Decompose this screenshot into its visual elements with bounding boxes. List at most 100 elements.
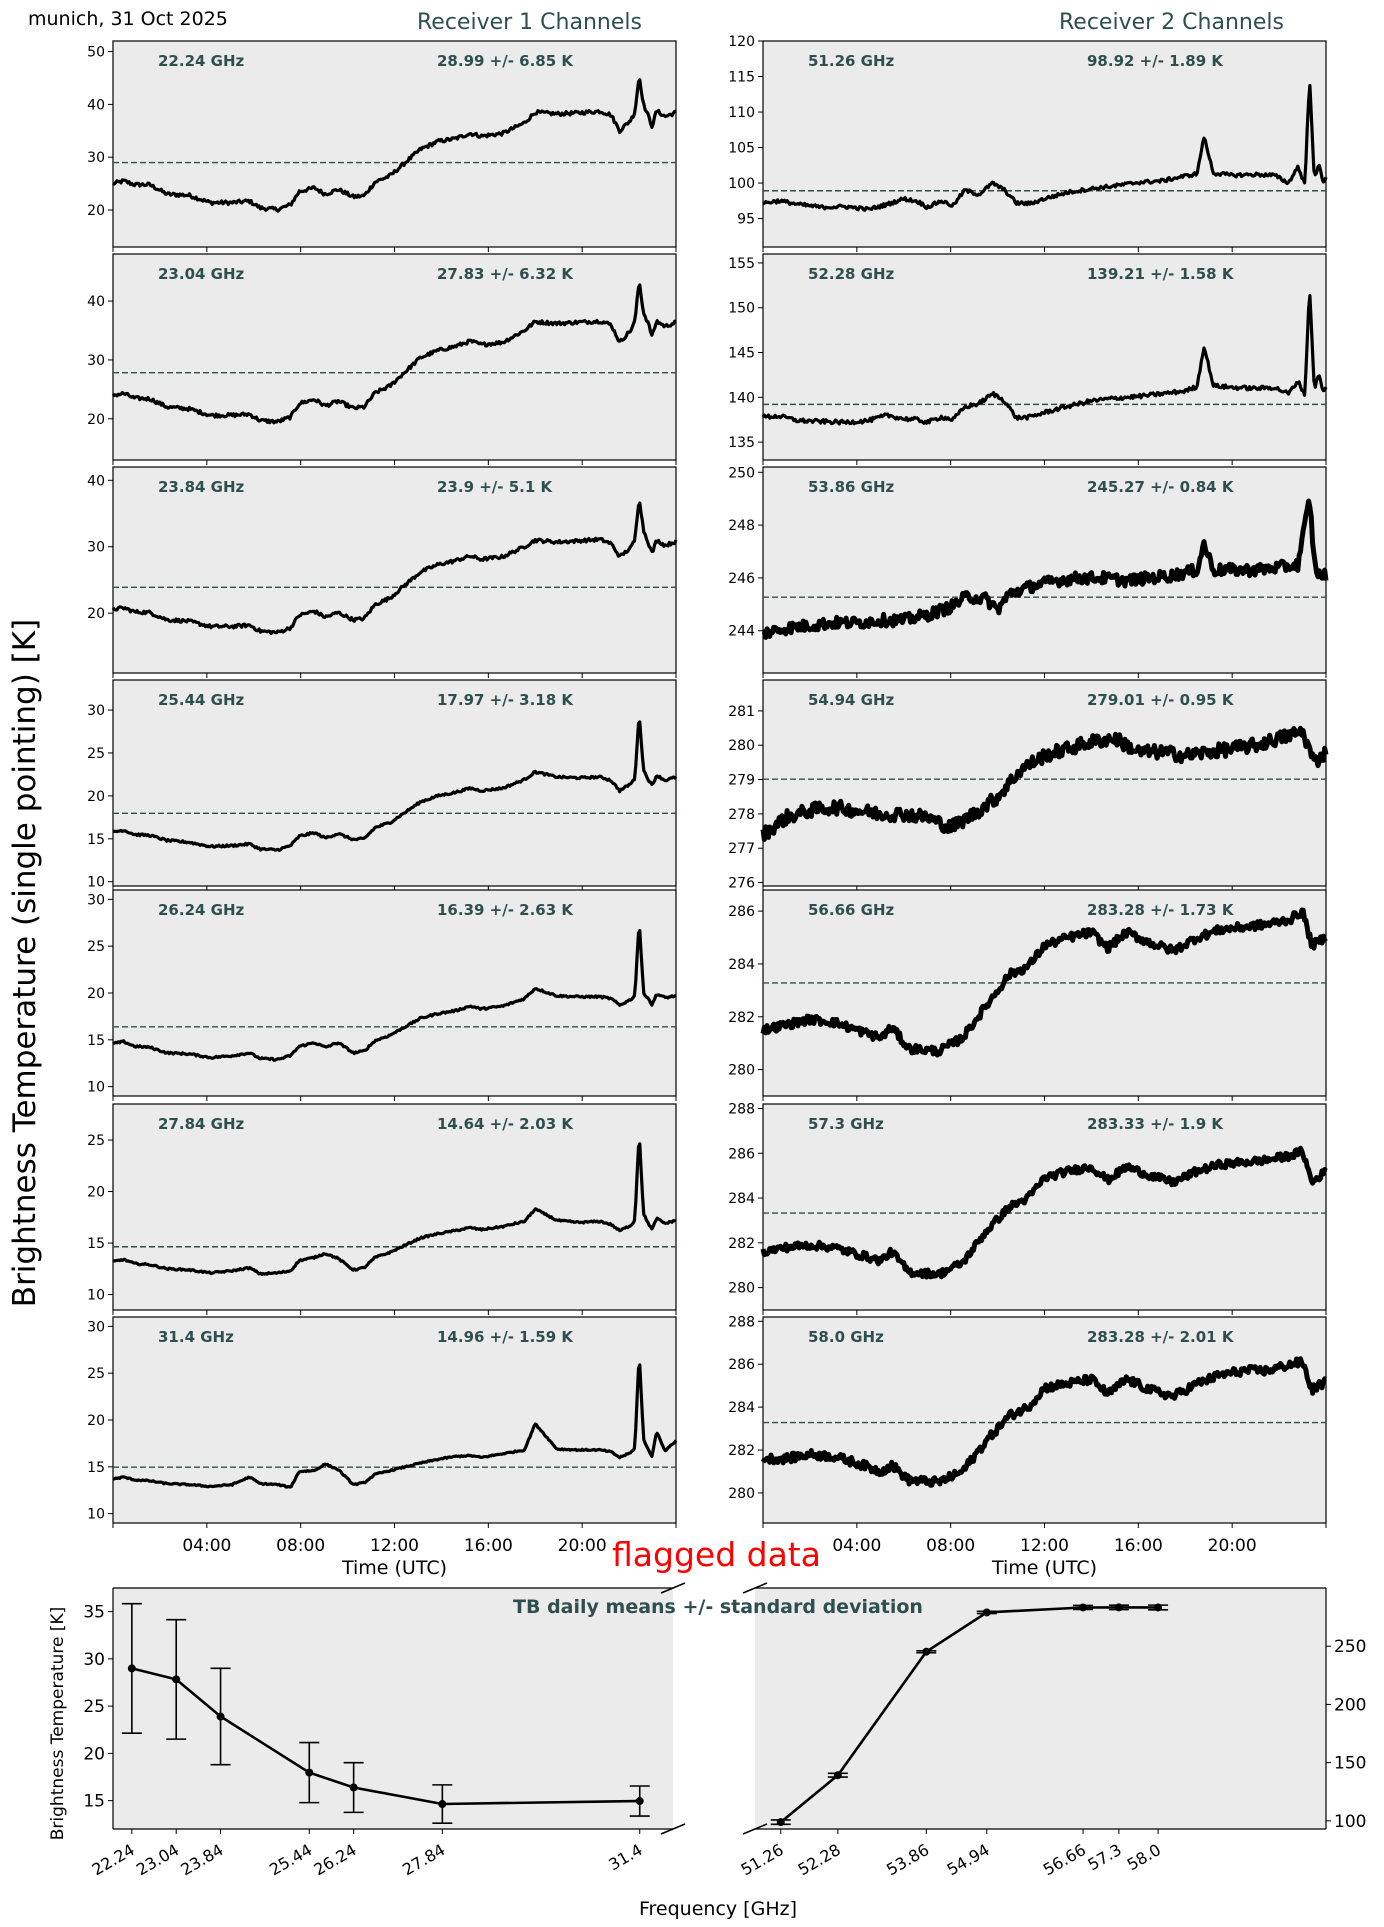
panel-r2-2: 244 246 248 250 53.86 GHz 245.27 +/- 0.84 K <box>728 465 1329 678</box>
y-tick-label: 25 <box>87 746 105 762</box>
receiver1-title: Receiver 1 Channels <box>417 10 642 35</box>
brightness-trace <box>760 907 1328 1058</box>
axis-break-mark <box>660 1582 686 1594</box>
brightness-trace <box>112 78 677 213</box>
y-tick-label: 150 <box>1334 1754 1366 1774</box>
y-tick-label: 95 <box>737 212 755 228</box>
panel-background <box>762 679 1327 887</box>
panel-background <box>112 253 677 461</box>
y-tick-label: 50 <box>87 45 105 61</box>
brightness-trace <box>112 1142 677 1276</box>
y-tick-label: 244 <box>728 624 755 640</box>
panel-background <box>112 679 677 887</box>
y-tick-label: 155 <box>728 256 755 272</box>
y-tick-label: 110 <box>728 105 755 121</box>
y-tick-label: 248 <box>728 518 755 534</box>
frequency-tick-label: 27.84 <box>399 1840 448 1879</box>
channel-stats-label: 17.97 +/- 3.18 K <box>437 691 574 709</box>
y-tick-label: 20 <box>87 789 105 805</box>
y-tick-label: 100 <box>728 176 755 192</box>
time-tick-label: 08:00 <box>926 1536 975 1556</box>
channel-stats-label: 139.21 +/- 1.58 K <box>1087 265 1235 283</box>
y-tick-label: 246 <box>728 571 755 587</box>
frequency-tick-label: 31.4 <box>605 1840 645 1874</box>
y-tick-label: 10 <box>87 1080 105 1096</box>
channel-stats-label: 279.01 +/- 0.95 K <box>1087 691 1235 709</box>
y-tick-label: 280 <box>728 1486 755 1502</box>
channel-frequency-label: 26.24 GHz <box>158 901 245 919</box>
axis-break-mark <box>660 1823 686 1835</box>
mean-marker <box>982 1608 991 1617</box>
y-tick-label: 250 <box>728 465 755 481</box>
time-tick-label: 12:00 <box>370 1536 419 1556</box>
y-tick-label: 282 <box>728 1010 755 1026</box>
frequency-tick-label: 23.84 <box>177 1840 226 1879</box>
axis-break-mark <box>742 1823 768 1835</box>
time-tick-label: 04:00 <box>832 1536 881 1556</box>
mean-marker <box>216 1712 225 1721</box>
channel-frequency-label: 22.24 GHz <box>158 52 245 70</box>
y-tick-label: 15 <box>87 1236 105 1252</box>
mean-marker <box>438 1800 447 1809</box>
y-tick-label: 25 <box>87 939 105 955</box>
panel-r2-3: 276 277 278 279 280 281 54.94 GHz 279.01 +/- 0.… <box>728 679 1329 892</box>
panel-r2-4: 280 282 284 286 56.66 GHz 283.28 +/- 1.73 K <box>728 889 1328 1101</box>
brightness-trace <box>761 498 1329 640</box>
time-tick-label: 20:00 <box>1208 1536 1257 1556</box>
frequency-tick-label: 58.0 <box>1124 1840 1164 1874</box>
brightness-trace <box>761 294 1328 426</box>
frequency-tick-label: 26.24 <box>310 1840 359 1879</box>
panel-r1-0: 20 30 40 50 22.24 GHz 28.99 +/- 6.85 K <box>87 40 677 252</box>
y-tick-label: 284 <box>728 1191 755 1207</box>
location-date-title: munich, 31 Oct 2025 <box>28 8 228 30</box>
time-tick-label: 16:00 <box>464 1536 513 1556</box>
channel-frequency-label: 58.0 GHz <box>808 1328 884 1346</box>
mean-marker <box>635 1797 644 1806</box>
y-tick-label: 286 <box>728 1146 755 1162</box>
y-tick-label: 288 <box>728 1101 755 1117</box>
y-tick-label: 30 <box>87 150 105 166</box>
panel-background <box>762 40 1327 248</box>
y-tick-label: 105 <box>728 141 755 157</box>
channel-stats-label: 28.99 +/- 6.85 K <box>437 52 574 70</box>
channel-stats-label: 283.28 +/- 2.01 K <box>1087 1328 1235 1346</box>
channel-frequency-label: 54.94 GHz <box>808 691 895 709</box>
panel-background <box>112 889 677 1097</box>
y-tick-label: 35 <box>83 1603 105 1623</box>
channel-stats-label: 23.9 +/- 5.1 K <box>437 478 554 496</box>
mean-marker <box>172 1675 181 1684</box>
time-tick-label: 08:00 <box>276 1536 325 1556</box>
y-tick-label: 40 <box>87 294 105 310</box>
y-tick-label: 30 <box>87 540 105 556</box>
flagged-data-label: flagged data <box>612 1535 821 1574</box>
y-tick-label: 150 <box>728 301 755 317</box>
y-tick-label: 281 <box>728 704 755 720</box>
y-tick-label: 120 <box>728 34 755 50</box>
y-tick-label: 20 <box>87 203 105 219</box>
y-tick-label: 15 <box>87 832 105 848</box>
channel-frequency-label: 57.3 GHz <box>808 1115 884 1133</box>
mean-marker <box>922 1647 931 1656</box>
y-tick-label: 25 <box>87 1133 105 1149</box>
panel-r1-2: 20 30 40 23.84 GHz 23.9 +/- 5.1 K <box>87 466 678 678</box>
panel-background <box>762 1103 1327 1311</box>
y-tick-label: 284 <box>728 957 755 973</box>
channel-frequency-label: 52.28 GHz <box>808 265 895 283</box>
y-tick-label: 280 <box>728 738 755 754</box>
mean-marker <box>349 1783 358 1792</box>
panel-r1-3: 10 15 20 25 30 25.44 GHz 17.97 +/- 3.18 K <box>87 679 678 891</box>
y-tick-label: 20 <box>83 1744 105 1764</box>
y-tick-label: 30 <box>87 703 105 719</box>
y-tick-label: 20 <box>87 1413 105 1429</box>
brightness-trace <box>111 283 677 425</box>
y-tick-label: 10 <box>87 1507 105 1523</box>
channel-frequency-label: 53.86 GHz <box>808 478 895 496</box>
panel-background <box>112 1316 677 1524</box>
mean-marker <box>1154 1603 1163 1612</box>
frequency-tick-label: 23.04 <box>133 1840 182 1879</box>
y-tick-label: 10 <box>87 1288 105 1304</box>
y-tick-label: 30 <box>87 353 105 369</box>
panel-background <box>762 253 1327 461</box>
